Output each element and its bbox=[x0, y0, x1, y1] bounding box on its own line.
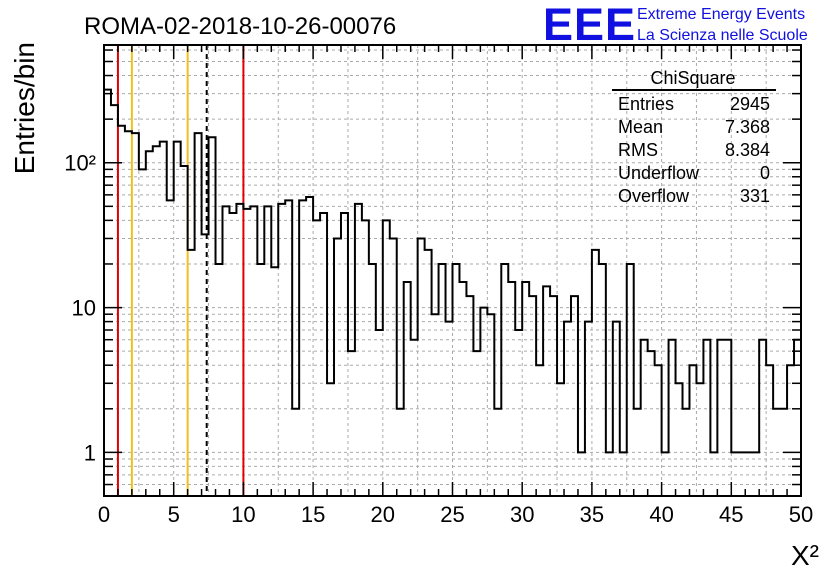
y-tick-label: 10 bbox=[72, 296, 96, 321]
stats-label-underflow: Underflow bbox=[618, 163, 700, 183]
stats-title: ChiSquare bbox=[650, 68, 735, 88]
histogram-outline bbox=[104, 88, 801, 454]
x-tick-label: 5 bbox=[168, 502, 180, 527]
tick-labels: 0 5 10 15 20 25 30 35 40 45 50 1 10 10² bbox=[64, 151, 813, 527]
x-tick-label: 10 bbox=[231, 502, 255, 527]
x-axis-label: X² bbox=[791, 540, 819, 571]
y-tick-label: 1 bbox=[84, 440, 96, 465]
y-tick-label: 10² bbox=[64, 151, 96, 176]
stats-value-overflow: 331 bbox=[740, 186, 770, 206]
stats-label-mean: Mean bbox=[618, 117, 663, 137]
stats-value-rms: 8.384 bbox=[725, 140, 770, 160]
run-title: ROMA-02-2018-10-26-00076 bbox=[84, 13, 396, 40]
logo-line-2: La Scienza nelle Scuole bbox=[637, 27, 808, 44]
x-tick-label: 25 bbox=[440, 502, 464, 527]
logo-line-1: Extreme Energy Events bbox=[637, 6, 805, 23]
tick-marks bbox=[103, 45, 802, 496]
stats-label-rms: RMS bbox=[618, 140, 658, 160]
stats-box: ChiSquare Entries 2945 Mean 7.368 RMS 8.384 Un… bbox=[612, 68, 776, 206]
stats-value-mean: 7.368 bbox=[725, 117, 770, 137]
x-tick-label: 35 bbox=[580, 502, 604, 527]
x-tick-label: 40 bbox=[649, 502, 673, 527]
vertical-markers bbox=[116, 45, 245, 496]
x-tick-label: 20 bbox=[371, 502, 395, 527]
x-tick-label: 30 bbox=[510, 502, 534, 527]
stats-label-overflow: Overflow bbox=[618, 186, 690, 206]
x-tick-label: 0 bbox=[98, 502, 110, 527]
stats-label-entries: Entries bbox=[618, 94, 674, 114]
y-axis-label: Entries/bin bbox=[9, 42, 40, 174]
x-tick-label: 50 bbox=[789, 502, 813, 527]
x-tick-label: 15 bbox=[301, 502, 325, 527]
x-tick-label: 45 bbox=[719, 502, 743, 527]
stats-value-entries: 2945 bbox=[730, 94, 770, 114]
stats-value-underflow: 0 bbox=[760, 163, 770, 183]
eee-logo: EEE bbox=[543, 0, 636, 50]
